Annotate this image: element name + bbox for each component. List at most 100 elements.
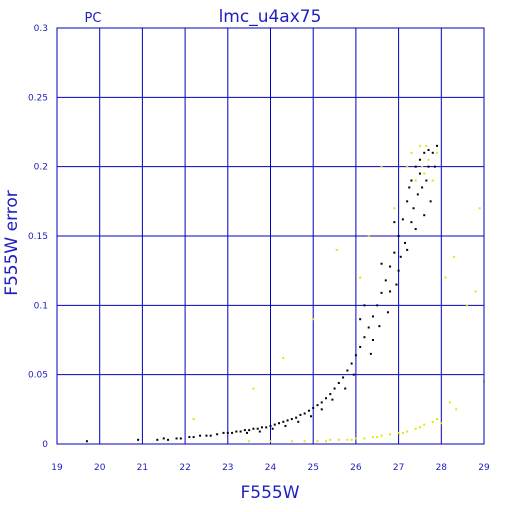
data-point [359,276,362,279]
y-tick-labels: 0 0.05 0.1 0.15 0.2 0.25 0.3 [28,24,48,450]
data-point [320,408,323,411]
data-point [389,433,392,436]
data-point [363,304,366,307]
data-point [278,422,281,425]
data-point [269,424,272,427]
data-point [440,422,443,425]
data-point [282,420,285,423]
data-point [175,437,178,440]
data-point [269,440,272,443]
data-point [423,151,426,154]
data-point [425,179,428,182]
data-point [406,430,409,433]
series-1 [192,144,485,443]
series-0 [85,144,439,443]
data-point [352,373,355,376]
data-point [316,404,319,407]
data-point [222,431,225,434]
data-point [333,387,336,390]
data-point [397,235,400,237]
data-point [414,179,417,182]
data-point [455,408,458,411]
data-point [286,419,289,422]
data-point [346,369,349,372]
data-point [444,276,447,279]
grid [56,27,485,445]
data-point [427,149,430,152]
corner-label: PC [85,11,102,26]
data-point [410,221,413,224]
data-point [329,438,332,441]
data-point [316,440,319,443]
data-point [399,255,402,258]
data-point [414,228,417,231]
data-point [192,418,195,421]
data-point [401,431,404,434]
data-point [243,429,246,432]
data-point [404,241,407,244]
data-point [380,291,383,294]
data-point [389,290,392,293]
y-tick-label: 0.2 [34,163,48,173]
data-point [406,248,409,251]
data-point [376,304,379,307]
data-point [85,440,88,443]
data-point [156,438,159,441]
data-point [380,434,383,437]
data-point [137,438,140,441]
data-point [359,318,362,321]
data-point [416,193,419,196]
data-point [431,151,434,154]
data-point [418,426,421,429]
data-point [350,362,353,365]
data-point [378,325,381,328]
data-point [346,438,349,441]
data-point [380,262,383,265]
data-point [410,151,413,154]
data-point [260,426,263,429]
data-point [406,165,409,168]
data-point [235,430,238,433]
data-points [85,144,485,443]
data-point [418,144,421,147]
x-tick-label: 21 [137,463,148,473]
data-point [423,423,426,426]
data-point [363,437,366,440]
x-tick-label: 24 [265,463,277,473]
data-point [282,357,285,360]
data-point [414,165,417,168]
data-point [342,376,345,379]
data-point [465,304,468,307]
x-tick-label: 19 [51,463,63,473]
data-point [436,144,439,147]
data-point [371,436,374,439]
y-tick-label: 0.1 [34,301,48,311]
x-tick-label: 26 [350,463,362,473]
data-point [393,251,396,254]
data-point [371,315,374,318]
data-point [209,434,212,437]
data-point [406,200,409,203]
data-point [303,412,306,415]
data-point [320,401,323,404]
data-point [436,418,439,421]
data-point [414,427,417,430]
data-point [337,381,340,384]
data-point [312,318,315,321]
data-point [359,345,362,348]
data-point [199,434,202,437]
data-point [423,214,426,217]
x-tick-label: 23 [222,463,233,473]
data-point [284,424,287,427]
data-point [350,438,353,441]
data-point [384,279,387,282]
x-tick-label: 22 [179,463,190,473]
data-point [297,420,300,423]
data-point [295,416,298,419]
y-tick-label: 0.15 [28,232,48,242]
data-point [335,248,338,251]
data-point [344,387,347,390]
data-point [421,165,424,168]
